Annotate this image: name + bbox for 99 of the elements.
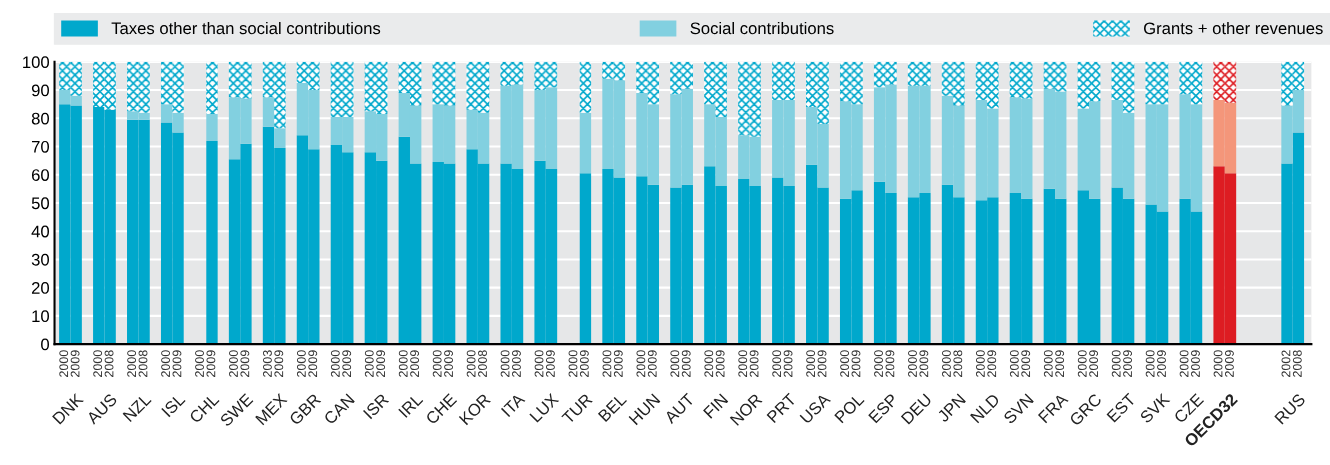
y-tick-label: 60: [31, 169, 50, 181]
x-tick-label: 2002: [1281, 350, 1291, 377]
y-tick-label: 100: [23, 56, 50, 69]
x-tick-label: 2009: [376, 350, 386, 377]
x-tick-label: 2009: [1089, 350, 1099, 377]
x-tick-label: 2009: [715, 350, 725, 377]
x-tick-label: 2000: [93, 350, 103, 377]
x-tick-label: 2009: [1191, 350, 1200, 377]
x-tick-label: 2009: [817, 350, 827, 377]
text: ITA: [500, 392, 526, 417]
x-tick-label: 2000: [975, 350, 985, 377]
x-tick-label: 2009: [579, 350, 589, 377]
x-tick-label: 2000: [161, 350, 171, 377]
x-tick-label: 2000: [59, 350, 69, 377]
legend-label: Taxes other than social contributions: [111, 21, 381, 35]
y-tick-label: 20: [31, 282, 50, 294]
text: POL: [834, 392, 865, 424]
x-tick-label: 2009: [342, 350, 352, 377]
x-tick-label: 2000: [1077, 350, 1087, 377]
x-tick-label: 2000: [1179, 350, 1189, 377]
y-tick-label: 30: [31, 253, 50, 266]
x-tick-label: 2009: [851, 350, 861, 377]
x-tick-label: 2000: [636, 350, 646, 377]
x-tick-label: 2000: [602, 350, 612, 377]
x-tick-label: 2009: [308, 350, 318, 377]
x-tick-label: 2008: [1292, 350, 1302, 377]
x-tick-label: 2009: [613, 350, 623, 377]
x-tick-label: 2000: [942, 350, 951, 377]
text: CHL: [188, 392, 220, 424]
y-tick-label: 70: [31, 140, 50, 153]
text: TUR: [561, 393, 593, 425]
x-tick-label: 2009: [987, 350, 997, 377]
x-tick-label: 2009: [749, 350, 759, 377]
x-tick-label: 2000: [806, 350, 816, 377]
x-tick-label: 2009: [681, 350, 691, 377]
x-tick-label: 2000: [330, 350, 340, 377]
text: NLD: [970, 393, 1001, 424]
x-tick-label: 2009: [1225, 350, 1234, 377]
y-tick-label: 50: [31, 197, 50, 210]
x-tick-label: 2009: [1021, 350, 1031, 377]
x-tick-label: 2000: [1043, 350, 1053, 377]
x-tick-label: 2000: [127, 350, 137, 377]
y-tick-label: 10: [32, 310, 50, 323]
x-tick-label: 2008: [138, 350, 148, 377]
x-tick-label: 2009: [172, 350, 182, 377]
x-tick-label: 2009: [545, 350, 555, 377]
x-tick-label: 2000: [534, 350, 544, 377]
x-tick-label: 2003: [263, 350, 272, 377]
x-tick-label: 2000: [364, 350, 374, 377]
x-tick-label: 2000: [670, 350, 680, 377]
x-tick-label: 2000: [229, 350, 238, 377]
x-tick-label: 2009: [919, 350, 929, 377]
text: FRA: [1037, 392, 1069, 424]
x-tick-label: 2000: [500, 350, 510, 377]
legend-label: Social contributions: [690, 21, 834, 35]
x-tick-label: 2009: [512, 350, 521, 377]
x-tick-label: 2000: [772, 350, 782, 377]
text: IRL: [398, 392, 424, 418]
x-tick-label: 2000: [1111, 350, 1121, 377]
x-tick-label: 2009: [1157, 350, 1166, 377]
x-tick-label: 2009: [1055, 350, 1065, 377]
x-tick-label: 2000: [1145, 350, 1155, 377]
x-tick-label: 2008: [104, 350, 114, 377]
text: NZL: [122, 392, 152, 422]
text: BEL: [597, 392, 627, 422]
x-tick-label: 2000: [738, 350, 748, 377]
text: USA: [799, 392, 832, 425]
x-tick-label: 2009: [444, 350, 453, 377]
x-tick-label: 2009: [274, 350, 284, 377]
y-tick-label: 40: [31, 225, 50, 238]
x-tick-label: 2009: [885, 350, 895, 377]
legend-label: Grants + other revenues: [1143, 21, 1323, 35]
x-tick-label: 2000: [398, 350, 408, 377]
text: ISR: [362, 392, 390, 420]
x-tick-label: 2000: [1213, 350, 1223, 377]
y-tick-label: 90: [31, 84, 50, 97]
x-tick-label: 2009: [70, 350, 80, 377]
x-tick-label: 2000: [466, 350, 476, 377]
x-tick-label: 2000: [908, 350, 917, 377]
x-tick-label: 2009: [1123, 350, 1132, 377]
x-tick-label: 2009: [410, 350, 420, 377]
x-tick-label: 2000: [296, 350, 306, 377]
x-tick-label: 2000: [432, 350, 442, 377]
text: ISL: [161, 392, 186, 418]
y-tick-label: 0: [41, 338, 50, 351]
x-tick-label: 2009: [647, 350, 657, 377]
x-tick-label: 2009: [240, 350, 250, 377]
x-tick-label: 2009: [783, 350, 793, 377]
x-tick-label: 2000: [840, 350, 850, 377]
text: FIN: [703, 393, 729, 419]
y-tick-label: 80: [31, 112, 50, 125]
x-tick-label: 2000: [704, 350, 714, 377]
x-tick-label: 2009: [206, 350, 216, 377]
x-tick-label: 2008: [953, 350, 963, 377]
x-tick-label: 2000: [874, 350, 883, 377]
x-tick-label: 2008: [478, 350, 487, 377]
x-tick-label: 2000: [195, 350, 204, 377]
x-tick-label: 2000: [568, 350, 578, 377]
x-tick-label: 2000: [1009, 350, 1019, 377]
